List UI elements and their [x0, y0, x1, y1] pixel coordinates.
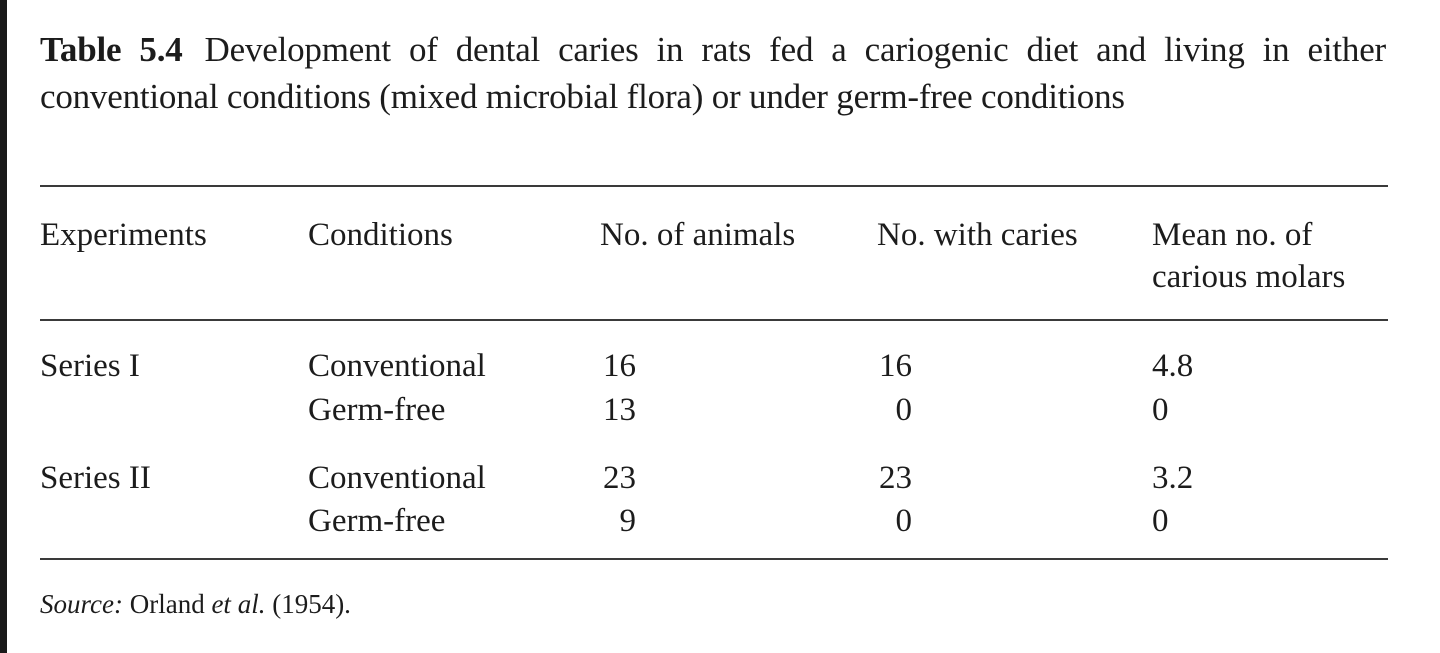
source-year: (1954). — [272, 589, 351, 619]
table-caption-text: Development of dental caries in rats fed… — [40, 30, 1386, 116]
header-conditions: Conditions — [308, 217, 453, 253]
row-3-condition: Conventional — [308, 460, 486, 496]
row-2-mean-carious: 0 — [1152, 392, 1169, 428]
header-mean-carious-line2: carious molars — [1152, 259, 1346, 295]
table-source-note: Source: Orland et al. (1954). — [40, 586, 351, 622]
table-label: Table 5.4 — [40, 30, 183, 69]
row-1-no-animals: 16 — [603, 348, 636, 384]
row-2-no-with-caries: 0 — [895, 392, 913, 428]
header-no-with-caries: No. with caries — [877, 217, 1078, 253]
row-3-no-animals: 23 — [603, 460, 636, 496]
row-1-no-with-caries: 16 — [879, 348, 912, 384]
row-3-no-with-caries: 23 — [879, 460, 912, 496]
header-experiments: Experiments — [40, 217, 207, 253]
row-4-condition: Germ-free — [308, 503, 446, 539]
row-3-experiment: Series II — [40, 460, 151, 496]
row-4-no-with-caries: 0 — [895, 503, 913, 539]
row-4-mean-carious: 0 — [1152, 503, 1169, 539]
bottom-rule — [40, 558, 1388, 560]
row-3-mean-carious: 3.2 — [1152, 460, 1194, 496]
source-label: Source: — [40, 589, 123, 619]
header-rule — [40, 319, 1388, 321]
row-1-condition: Conventional — [308, 348, 486, 384]
header-no-animals: No. of animals — [600, 217, 796, 253]
header-mean-carious-line1: Mean no. of — [1152, 217, 1313, 253]
source-etal: et al. — [211, 589, 266, 619]
page-edge-border — [0, 0, 7, 653]
table-caption: Table 5.4 Development of dental caries in… — [40, 26, 1386, 120]
row-2-no-animals: 13 — [603, 392, 636, 428]
row-1-experiment: Series I — [40, 348, 140, 384]
row-4-no-animals: 9 — [619, 503, 637, 539]
top-rule — [40, 185, 1388, 187]
row-1-mean-carious: 4.8 — [1152, 348, 1194, 384]
row-2-condition: Germ-free — [308, 392, 446, 428]
source-author: Orland — [129, 589, 205, 619]
